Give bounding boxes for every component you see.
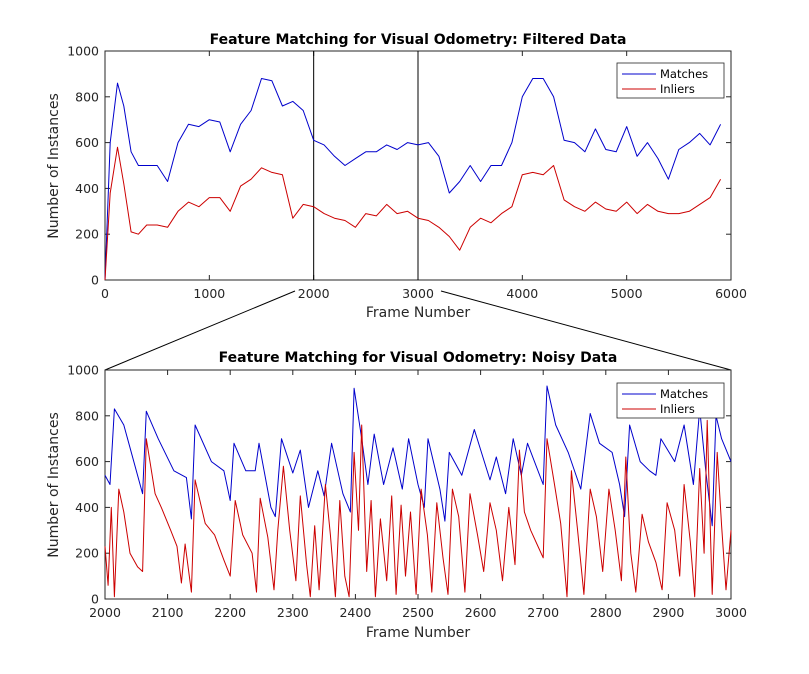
axis-ticks: 2000 2100 2200 2300 2400 2500 2600 2700 2800 2900… <box>67 363 747 621</box>
y-axis-label: Number of Instances <box>46 93 62 238</box>
series-line-matches <box>104 385 732 527</box>
x-tick-label: 2100 <box>152 605 184 620</box>
y-tick-label: 200 <box>75 227 99 242</box>
series-group <box>104 385 732 598</box>
series-group <box>104 78 722 281</box>
x-tick-label: 0 <box>101 286 109 301</box>
chart-filtered: Feature Matching for Visual Odometry: Fi… <box>46 32 747 321</box>
x-tick-label: 6000 <box>715 286 747 301</box>
x-axis-label: Frame Number <box>366 625 471 641</box>
x-tick-label: 2200 <box>214 605 246 620</box>
chart-title: Feature Matching for Visual Odometry: Fi… <box>210 32 627 48</box>
y-tick-label: 200 <box>75 546 99 561</box>
series-line-inliers <box>104 146 722 281</box>
y-tick-label: 1000 <box>67 363 99 378</box>
x-tick-label: 2700 <box>527 605 559 620</box>
x-tick-label: 2800 <box>590 605 622 620</box>
x-tick-label: 4000 <box>506 286 538 301</box>
x-tick-label: 3000 <box>402 286 434 301</box>
x-tick-label: 2000 <box>298 286 330 301</box>
y-tick-label: 1000 <box>67 44 99 59</box>
legend-label-matches: Matches <box>660 387 708 401</box>
y-tick-label: 0 <box>91 273 99 288</box>
x-tick-label: 5000 <box>611 286 643 301</box>
x-tick-label: 2900 <box>652 605 684 620</box>
chart-title: Feature Matching for Visual Odometry: No… <box>219 350 618 366</box>
legend-label-inliers: Inliers <box>660 402 695 416</box>
frame-range-markers <box>313 51 419 280</box>
legend: Matches Inliers <box>616 62 725 99</box>
y-tick-label: 800 <box>75 89 99 104</box>
legend-label-inliers: Inliers <box>660 82 695 96</box>
zoom-connector-right <box>440 290 732 371</box>
x-tick-label: 1000 <box>193 286 225 301</box>
series-line-matches <box>104 78 722 281</box>
y-tick-label: 600 <box>75 454 99 469</box>
x-tick-label: 2000 <box>89 605 121 620</box>
x-tick-label: 2300 <box>277 605 309 620</box>
axis-ticks: 0 1000 2000 3000 4000 5000 6000 0 200 400 600 800 10… <box>67 44 747 302</box>
legend-box <box>616 382 725 419</box>
legend: Matches Inliers <box>616 382 725 419</box>
y-tick-label: 600 <box>75 135 99 150</box>
x-tick-label: 2600 <box>465 605 497 620</box>
legend-box <box>616 62 725 99</box>
y-tick-label: 400 <box>75 500 99 515</box>
x-tick-label: 3000 <box>715 605 747 620</box>
series-line-inliers <box>104 419 732 598</box>
y-tick-label: 0 <box>91 592 99 607</box>
chart-noisy: Feature Matching for Visual Odometry: No… <box>46 350 747 641</box>
x-tick-label: 2400 <box>339 605 371 620</box>
zoom-connector-left <box>104 290 296 371</box>
y-tick-label: 400 <box>75 181 99 196</box>
x-axis-label: Frame Number <box>366 305 471 321</box>
y-axis-label: Number of Instances <box>46 412 62 557</box>
y-tick-label: 800 <box>75 408 99 423</box>
x-tick-label: 2500 <box>402 605 434 620</box>
legend-label-matches: Matches <box>660 67 708 81</box>
